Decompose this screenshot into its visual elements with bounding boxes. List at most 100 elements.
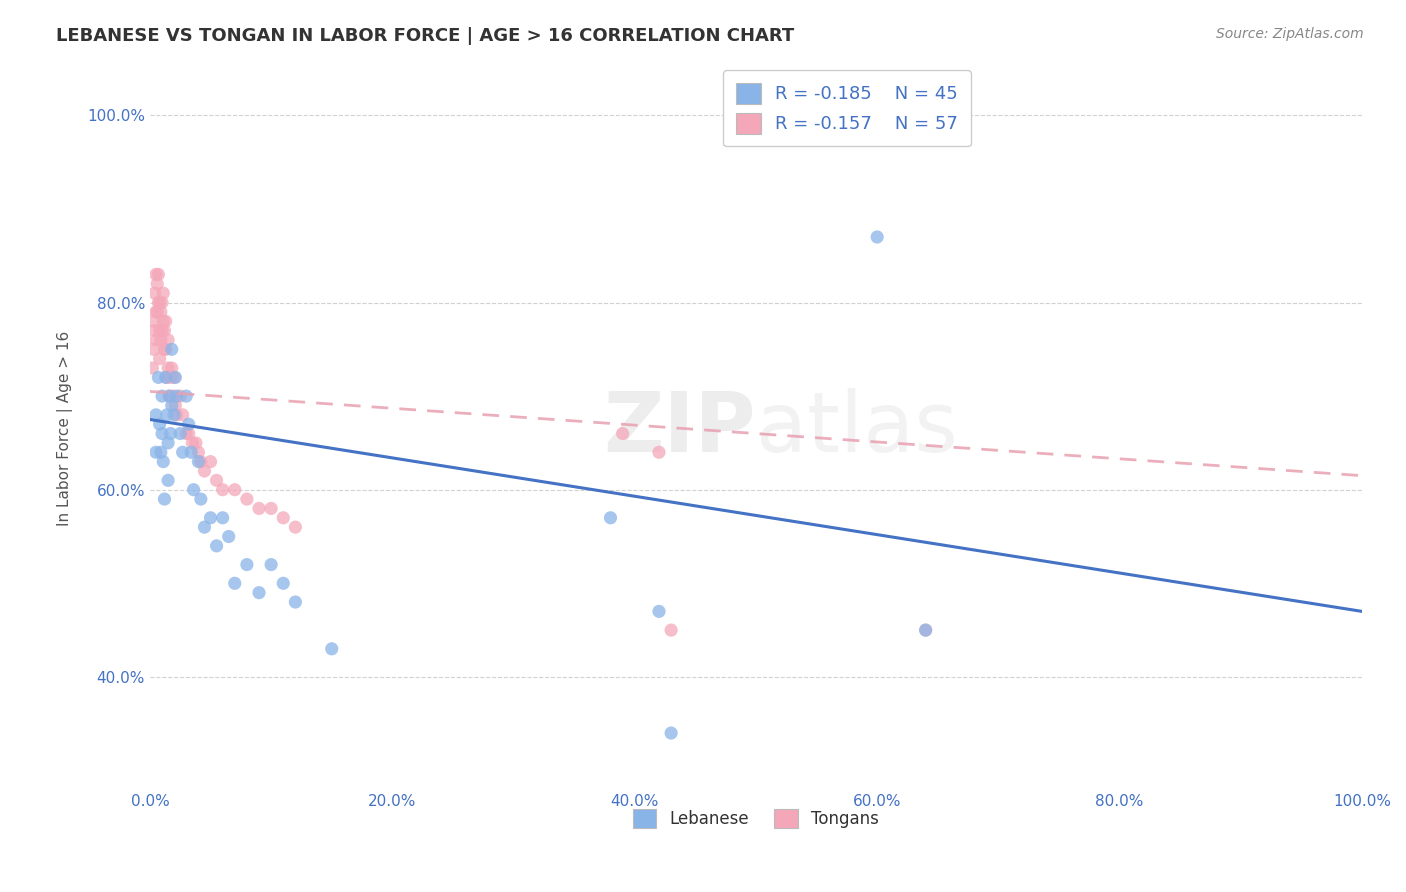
Point — [149, 351, 172, 366]
Point — [160, 361, 183, 376]
Point — [153, 343, 176, 357]
Text: ZIP: ZIP — [603, 388, 756, 469]
Point — [143, 324, 166, 338]
Point — [174, 426, 197, 441]
Point — [159, 426, 181, 441]
Point — [155, 314, 177, 328]
Text: atlas: atlas — [756, 388, 957, 469]
Point — [612, 426, 634, 441]
Point — [150, 324, 173, 338]
Point — [159, 370, 181, 384]
Point — [153, 491, 176, 506]
Point — [150, 426, 173, 441]
Y-axis label: In Labor Force | Age > 16: In Labor Force | Age > 16 — [58, 331, 73, 526]
Point — [155, 343, 177, 357]
Point — [160, 399, 183, 413]
Point — [150, 295, 173, 310]
Point — [142, 314, 165, 328]
Point — [236, 558, 259, 572]
Point — [271, 510, 294, 524]
Point — [150, 389, 173, 403]
Point — [166, 408, 188, 422]
Point — [146, 305, 169, 319]
Point — [146, 277, 169, 291]
Point — [205, 474, 228, 488]
Point — [247, 501, 270, 516]
Point — [321, 641, 343, 656]
Point — [599, 510, 621, 524]
Point — [152, 314, 174, 328]
Point — [260, 558, 283, 572]
Point — [648, 604, 671, 618]
Point — [284, 595, 307, 609]
Point — [914, 623, 936, 637]
Point — [145, 305, 167, 319]
Point — [149, 295, 172, 310]
Point — [648, 445, 671, 459]
Point — [145, 333, 167, 347]
Point — [914, 623, 936, 637]
Point — [141, 361, 163, 376]
Point — [149, 333, 172, 347]
Point — [177, 417, 200, 432]
Point — [149, 445, 172, 459]
Point — [142, 343, 165, 357]
Point — [211, 483, 233, 497]
Point — [183, 483, 205, 497]
Point — [152, 455, 174, 469]
Point — [157, 389, 180, 403]
Text: Source: ZipAtlas.com: Source: ZipAtlas.com — [1216, 27, 1364, 41]
Text: LEBANESE VS TONGAN IN LABOR FORCE | AGE > 16 CORRELATION CHART: LEBANESE VS TONGAN IN LABOR FORCE | AGE … — [56, 27, 794, 45]
Point — [143, 286, 166, 301]
Point — [172, 408, 194, 422]
Point — [184, 436, 207, 450]
Point — [271, 576, 294, 591]
Point — [224, 576, 246, 591]
Point — [165, 370, 187, 384]
Point — [659, 726, 682, 740]
Point — [190, 455, 212, 469]
Point — [200, 510, 222, 524]
Point — [193, 520, 215, 534]
Point — [156, 408, 179, 422]
Point — [174, 389, 197, 403]
Point — [260, 501, 283, 516]
Point — [153, 324, 176, 338]
Point — [155, 370, 177, 384]
Point — [187, 445, 209, 459]
Point — [156, 370, 179, 384]
Point — [180, 445, 202, 459]
Point — [211, 510, 233, 524]
Point — [157, 474, 180, 488]
Point — [177, 426, 200, 441]
Point — [218, 529, 240, 543]
Point — [148, 370, 170, 384]
Point — [190, 491, 212, 506]
Point — [193, 464, 215, 478]
Point — [205, 539, 228, 553]
Point — [659, 623, 682, 637]
Point — [157, 361, 180, 376]
Point — [149, 417, 172, 432]
Point — [200, 455, 222, 469]
Point — [236, 491, 259, 506]
Point — [187, 455, 209, 469]
Point — [866, 230, 889, 244]
Point — [157, 333, 180, 347]
Point — [172, 445, 194, 459]
Point — [166, 389, 188, 403]
Point — [152, 286, 174, 301]
Point — [224, 483, 246, 497]
Point — [145, 445, 167, 459]
Point — [157, 436, 180, 450]
Point — [149, 305, 172, 319]
Point — [148, 295, 170, 310]
Point — [157, 389, 180, 403]
Point — [247, 585, 270, 599]
Point — [181, 436, 204, 450]
Point — [163, 408, 186, 422]
Point — [145, 268, 167, 282]
Legend: Lebanese, Tongans: Lebanese, Tongans — [627, 803, 886, 835]
Point — [149, 324, 172, 338]
Point — [169, 389, 191, 403]
